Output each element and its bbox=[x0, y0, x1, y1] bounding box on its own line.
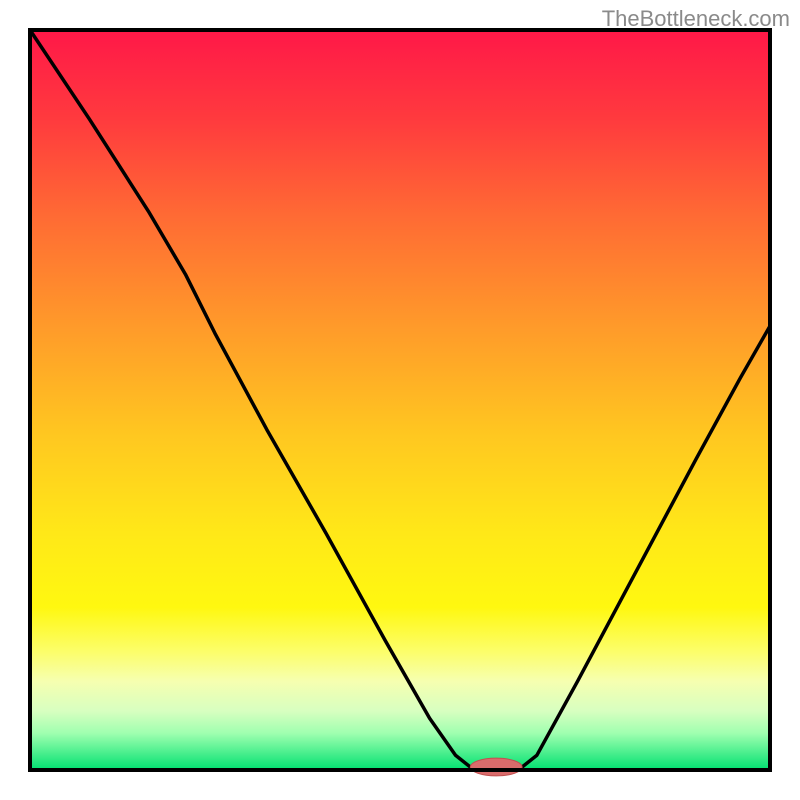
chart-svg bbox=[0, 0, 800, 800]
optimal-marker bbox=[470, 758, 522, 776]
bottleneck-chart: TheBottleneck.com bbox=[0, 0, 800, 800]
watermark-text: TheBottleneck.com bbox=[602, 6, 790, 32]
plot-background bbox=[30, 30, 770, 770]
